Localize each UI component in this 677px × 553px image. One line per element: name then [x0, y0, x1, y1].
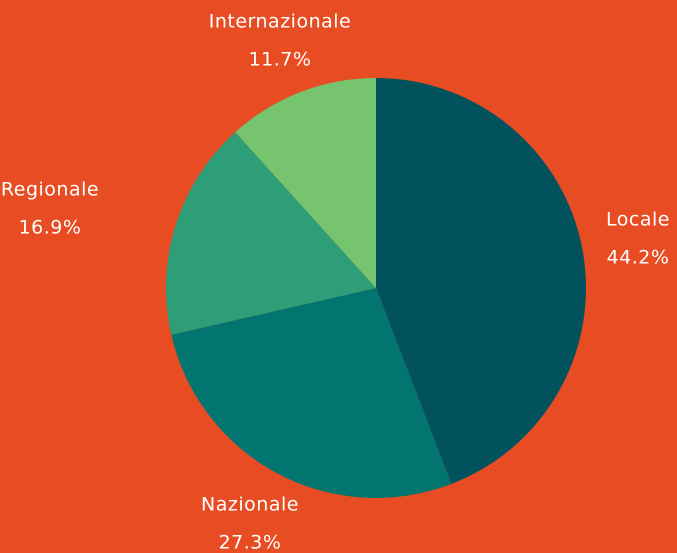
slice-value: 16.9%	[19, 217, 82, 239]
pie-slice	[171, 288, 452, 498]
pie-slice	[165, 132, 376, 335]
slice-value: 11.7%	[249, 49, 312, 71]
slice-value: 27.3%	[219, 532, 282, 553]
slice-label: Locale	[606, 209, 670, 231]
slice-value: 44.2%	[607, 247, 670, 269]
slice-label: Regionale	[1, 179, 99, 201]
pie-slice	[235, 78, 376, 288]
slice-label: Nazionale	[201, 494, 299, 516]
slice-label: Internazionale	[209, 11, 351, 33]
pie-slice	[376, 78, 587, 485]
